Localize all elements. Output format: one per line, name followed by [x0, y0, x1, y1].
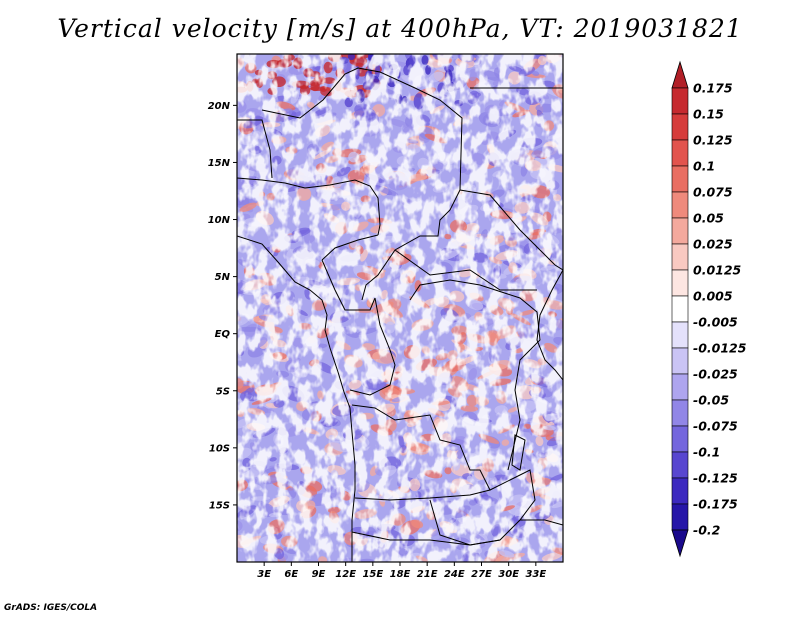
colorbar-swatch: [671, 269, 689, 297]
colorbar-swatch: [671, 243, 689, 271]
colorbar-label: 0.125: [693, 133, 733, 148]
colorbar-label: 0.175: [693, 81, 733, 96]
lon-tick-label: 18E: [390, 569, 411, 580]
coastline: [237, 235, 356, 562]
lon-tick-label: 27E: [471, 569, 492, 580]
colorbar-label: -0.125: [693, 471, 738, 486]
colorbar: 0.175 0.15 0.125 0.1 0.075 0.05 0.025 0.0125 0.0…: [671, 60, 747, 558]
longitude-axis: 3E 6E 9E 12E 15E 18E 21E 24E 27E 30E 33E: [257, 562, 546, 580]
lat-tick-label: 10S: [209, 443, 230, 454]
border-chad: [361, 189, 461, 301]
border-car: [394, 249, 537, 291]
page-title: Vertical velocity [m/s] at 400hPa, VT: 2…: [57, 14, 743, 43]
latitude-axis: 20N 15N 10N 5N EQ 5S 10S 15S: [208, 101, 237, 511]
colorbar-label: 0.025: [693, 237, 733, 252]
colorbar-swatch: [671, 113, 689, 141]
lon-tick-label: 15E: [362, 569, 383, 580]
lon-tick-label: 3E: [257, 569, 271, 580]
lat-tick-label: 15N: [208, 158, 231, 169]
colorbar-swatch: [671, 139, 689, 167]
border-angola: [351, 404, 491, 501]
colorbar-swatch: [671, 425, 689, 453]
colorbar-swatch: [671, 451, 689, 479]
velocity-field: [237, 54, 563, 562]
credit-label: GrADS: IGES/COLA: [4, 603, 98, 613]
border-lake: [511, 434, 526, 471]
colorbar-label: -0.175: [693, 497, 738, 512]
colorbar-swatch: [671, 529, 689, 558]
colorbar-swatch: [671, 477, 689, 505]
colorbar-swatch: [671, 503, 689, 531]
border-nigeria: [321, 234, 379, 261]
colorbar-swatch: [671, 347, 689, 375]
colorbar-label: -0.075: [693, 419, 738, 434]
colorbar-label: -0.2: [693, 523, 720, 538]
lat-tick-label: 5N: [215, 272, 231, 283]
colorbar-label: 0.0125: [693, 263, 742, 278]
colorbar-label: 0.1: [693, 159, 715, 174]
colorbar-swatch: [671, 191, 689, 219]
colorbar-swatch: [671, 321, 689, 349]
colorbar-label: -0.0125: [693, 341, 747, 356]
border-mozambique: [520, 519, 563, 526]
colorbar-label: -0.05: [693, 393, 729, 408]
lon-tick-label: 9E: [312, 569, 326, 580]
border-drc: [409, 279, 541, 471]
lon-tick-label: 6E: [284, 569, 298, 580]
border-sahara: [261, 67, 463, 191]
border-cameroon: [321, 259, 376, 311]
lon-tick-label: 21E: [417, 569, 438, 580]
colorbar-swatch: [671, 87, 689, 115]
lon-tick-label: 33E: [525, 569, 546, 580]
lat-tick-label: 10N: [208, 215, 231, 226]
border-sahel: [237, 177, 381, 236]
colorbar-label: -0.025: [693, 367, 738, 382]
colorbar-label: 0.075: [693, 185, 733, 200]
lat-tick-label: 5S: [216, 386, 230, 397]
lon-tick-label: 24E: [444, 569, 465, 580]
colorbar-swatch: [671, 399, 689, 427]
colorbar-swatch: [671, 217, 689, 245]
lon-tick-label: 30E: [498, 569, 519, 580]
lon-tick-label: 12E: [335, 569, 356, 580]
border-east: [536, 269, 563, 381]
lat-tick-label: 20N: [208, 101, 231, 112]
colorbar-label: 0.05: [693, 211, 724, 226]
border-sudan: [459, 189, 563, 271]
colorbar-swatch: [671, 295, 689, 323]
border-congo: [349, 297, 396, 396]
country-borders: [237, 67, 563, 562]
colorbar-label: 0.15: [693, 107, 724, 122]
colorbar-label: 0.005: [693, 289, 733, 304]
colorbar-swatch: [671, 60, 689, 89]
border-south: [351, 531, 501, 546]
colorbar-label: -0.005: [693, 315, 738, 330]
colorbar-swatch: [671, 373, 689, 401]
colorbar-swatch: [671, 165, 689, 193]
colorbar-label: -0.1: [693, 445, 720, 460]
border-west: [237, 119, 273, 179]
lat-tick-label: EQ: [215, 329, 231, 340]
lat-tick-label: 15S: [209, 500, 230, 511]
